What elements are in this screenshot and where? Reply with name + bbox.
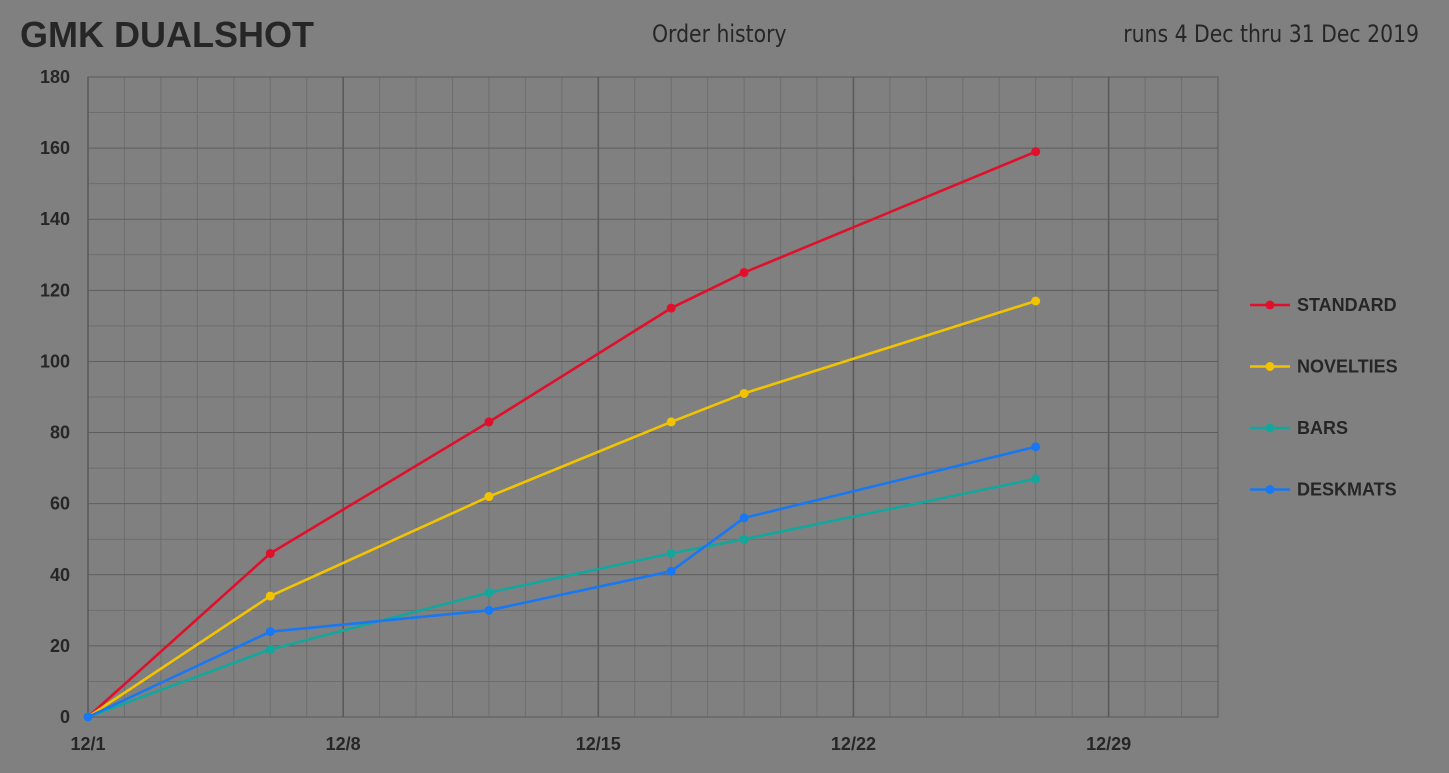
plot-area: [87, 76, 1219, 718]
series-standard: [83, 147, 1041, 722]
data-point-deskmats: [265, 627, 275, 637]
legend-item-standard: STANDARD: [1250, 295, 1397, 315]
y-tick-label: 20: [50, 636, 70, 656]
series-deskmats: [83, 442, 1041, 722]
series-novelties: [83, 296, 1041, 722]
x-tick-label: 12/1: [70, 734, 105, 754]
data-point-standard: [1031, 147, 1041, 157]
data-point-novelties: [1031, 296, 1041, 306]
y-tick-label: 40: [50, 565, 70, 585]
y-tick-label: 60: [50, 494, 70, 514]
data-point-novelties: [265, 591, 275, 601]
x-tick-label: 12/22: [831, 734, 876, 754]
data-point-deskmats: [83, 712, 93, 722]
legend-item-novelties: NOVELTIES: [1250, 357, 1398, 377]
y-tick-label: 180: [40, 67, 70, 87]
legend-label: BARS: [1297, 418, 1348, 438]
legend-swatch-marker: [1265, 362, 1275, 371]
data-point-deskmats: [739, 513, 749, 523]
data-point-standard: [666, 303, 676, 313]
x-tick-label: 12/8: [326, 734, 361, 754]
legend-item-bars: BARS: [1250, 418, 1348, 438]
data-point-standard: [265, 548, 275, 558]
y-tick-label: 100: [40, 351, 70, 371]
legend-swatch-marker: [1265, 300, 1275, 310]
x-tick-label: 12/15: [576, 734, 621, 754]
series-line-novelties: [87, 299, 1037, 719]
y-tick-label: 140: [40, 209, 70, 229]
chart-title: GMK DUALSHOT: [20, 14, 314, 55]
y-tick-label: 0: [60, 707, 70, 727]
data-point-novelties: [739, 388, 749, 398]
data-point-bars: [1031, 474, 1041, 484]
x-tick-label: 12/29: [1086, 734, 1131, 754]
y-axis-ticks: 0 20 40 60 80 100 120 140 160 180: [40, 67, 70, 727]
y-tick-label: 120: [40, 280, 70, 300]
legend-label: STANDARD: [1297, 295, 1397, 315]
data-point-deskmats: [1031, 442, 1041, 452]
data-point-novelties: [484, 492, 494, 502]
data-point-bars: [484, 588, 494, 598]
minor-grid: [87, 77, 1218, 717]
data-point-bars: [265, 644, 275, 654]
data-point-bars: [739, 534, 749, 544]
data-point-novelties: [666, 417, 676, 427]
legend-swatch-marker: [1265, 485, 1275, 494]
legend-swatch-marker: [1265, 423, 1275, 433]
series-line-standard: [87, 150, 1037, 718]
legend-item-deskmats: DESKMATS: [1250, 480, 1397, 500]
series-line-deskmats: [87, 445, 1037, 719]
legend-label: NOVELTIES: [1297, 357, 1398, 377]
data-point-bars: [666, 548, 676, 558]
legend-label: DESKMATS: [1297, 480, 1397, 500]
chart-subtitle: Order history: [652, 20, 787, 48]
data-point-deskmats: [484, 605, 494, 615]
legend: STANDARD NOVELTIES BARS DESKMATS: [1250, 295, 1398, 500]
data-point-standard: [484, 417, 494, 427]
data-point-deskmats: [666, 566, 676, 576]
series-line-bars: [87, 477, 1036, 719]
x-axis-ticks: 12/1 12/8 12/15 12/22 12/29: [70, 734, 1131, 754]
data-point-standard: [739, 268, 749, 278]
series-group: [83, 147, 1041, 722]
y-tick-label: 160: [40, 138, 70, 158]
run-dates: runs 4 Dec thru 31 Dec 2019: [1123, 20, 1419, 48]
y-tick-label: 80: [50, 423, 70, 443]
